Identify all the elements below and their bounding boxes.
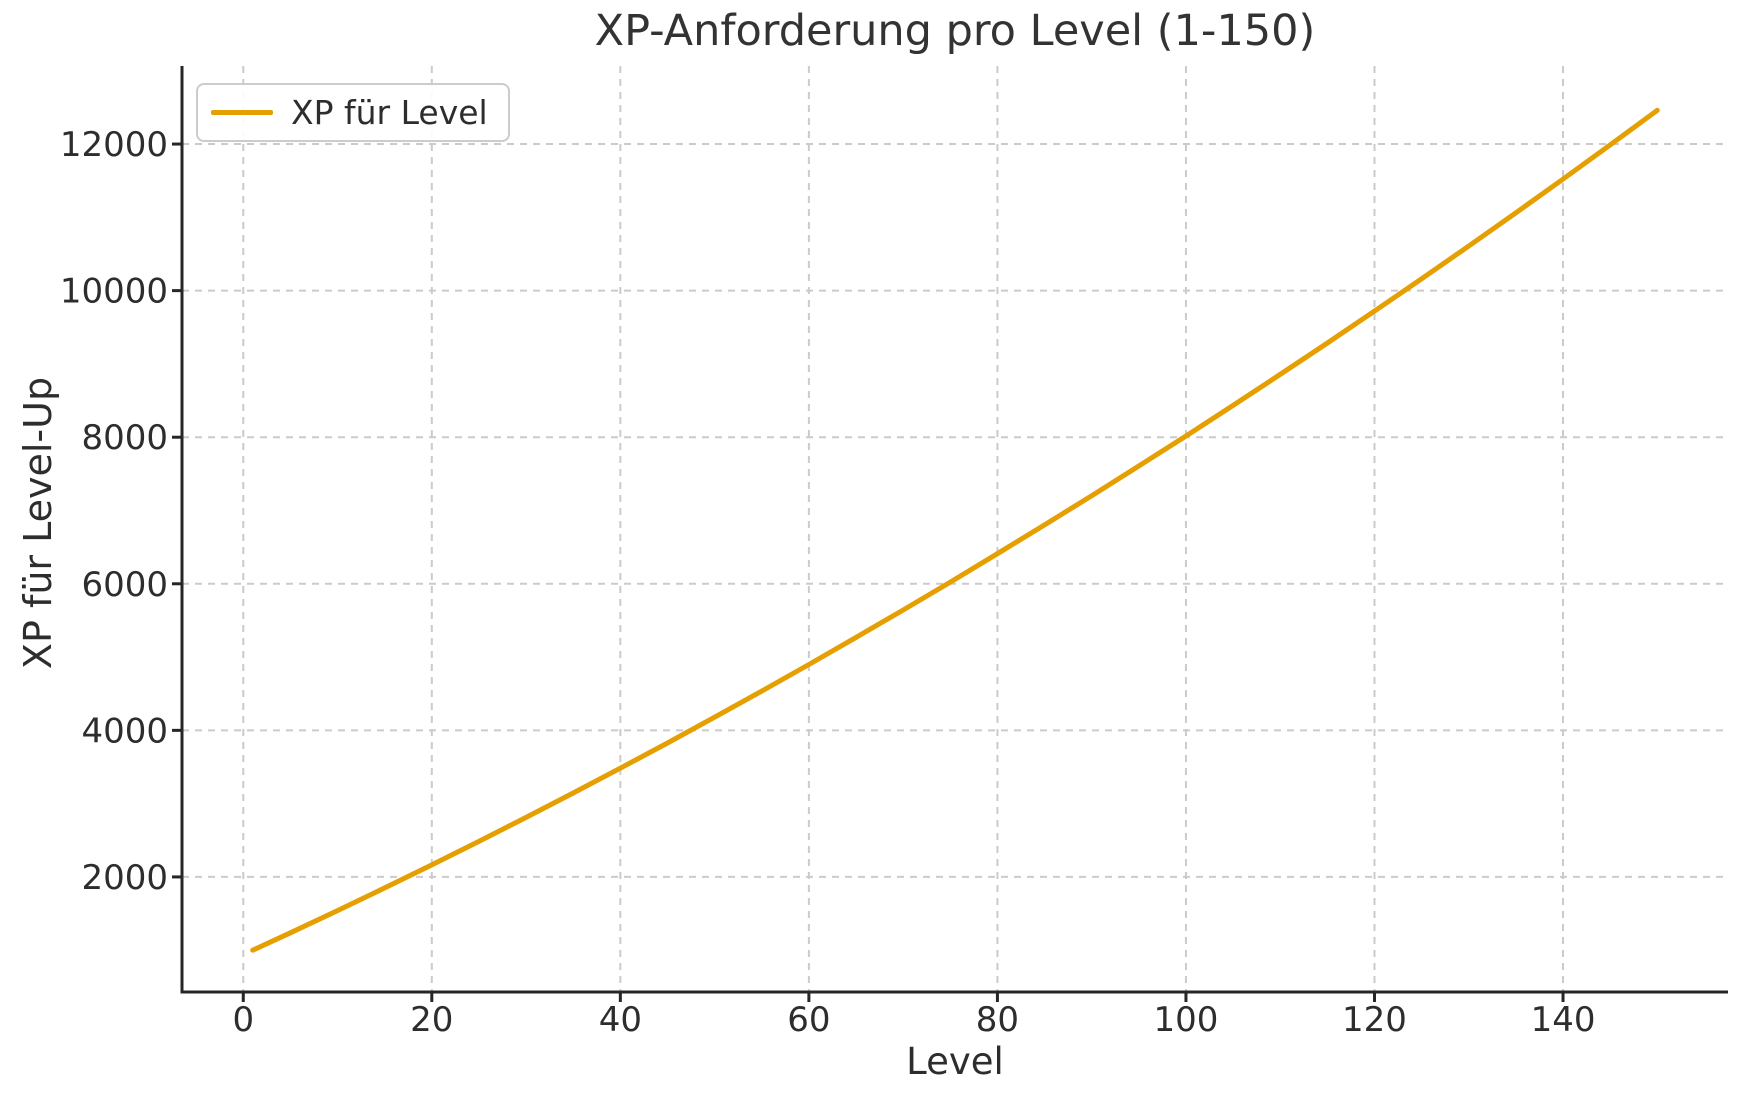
- chart-title: XP-Anforderung pro Level (1-150): [594, 6, 1316, 56]
- legend: XP für Level: [196, 83, 510, 142]
- x-axis-label: Level: [906, 1040, 1004, 1083]
- x-tick-label: 100: [1154, 1000, 1219, 1040]
- y-tick-label: 6000: [81, 565, 168, 605]
- x-tick-label: 120: [1342, 1000, 1407, 1040]
- x-tick-label: 80: [976, 1000, 1019, 1040]
- legend-line-swatch: [211, 110, 273, 115]
- x-tick-label: 0: [232, 1000, 254, 1040]
- y-tick-label: 12000: [60, 125, 168, 165]
- x-tick-label: 40: [599, 1000, 642, 1040]
- x-tick-label: 140: [1531, 1000, 1596, 1040]
- legend-label: XP für Level: [291, 93, 488, 132]
- y-axis-label: XP für Level-Up: [16, 376, 60, 670]
- x-tick-label: 60: [787, 1000, 830, 1040]
- y-tick-label: 8000: [81, 418, 168, 458]
- y-tick-label: 10000: [60, 272, 168, 312]
- xp-curve: [250, 107, 1660, 953]
- x-tick-label: 20: [410, 1000, 453, 1040]
- y-tick-label: 4000: [81, 711, 168, 751]
- y-tick-label: 2000: [81, 858, 168, 898]
